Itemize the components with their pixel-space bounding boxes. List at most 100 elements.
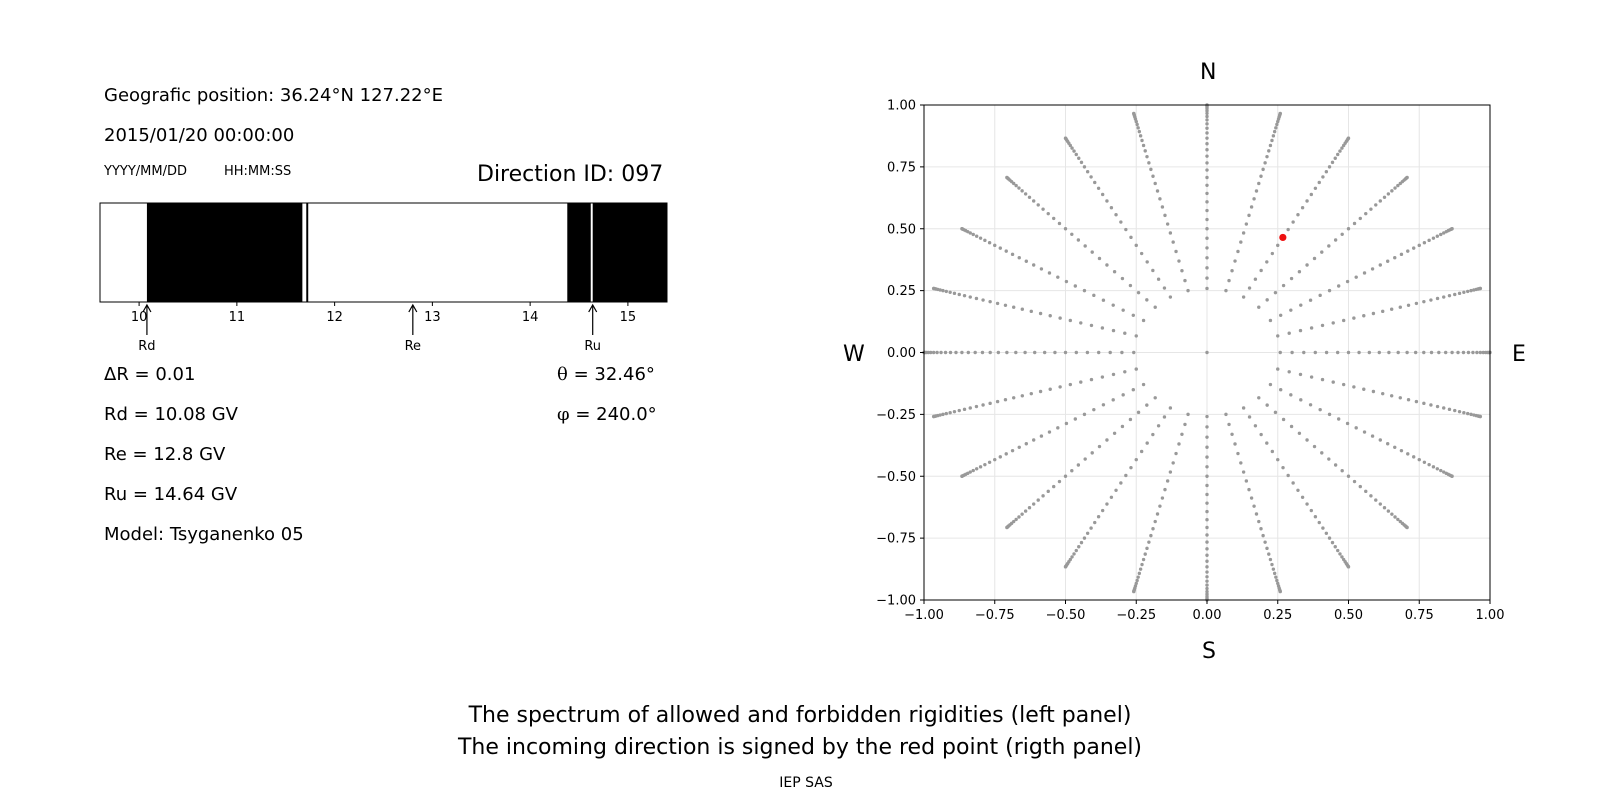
direction-point <box>1155 512 1160 516</box>
direction-point <box>1063 565 1068 569</box>
direction-point <box>1077 545 1081 549</box>
direction-point <box>971 468 975 473</box>
direction-point <box>1274 575 1278 579</box>
geographic-position: Geografic position: 36.24°N 127.22°E <box>104 85 444 106</box>
direction-point <box>1362 314 1366 318</box>
direction-point <box>974 296 979 301</box>
direction-point <box>1023 350 1027 355</box>
direction-point <box>1227 278 1231 283</box>
direction-point <box>1186 288 1190 293</box>
direction-point <box>1100 192 1105 197</box>
direction-point <box>1387 350 1391 355</box>
direction-point <box>1064 279 1069 284</box>
direction-point <box>1111 398 1115 402</box>
direction-point <box>1139 449 1144 454</box>
direction-point <box>1281 465 1285 470</box>
direction-point <box>1129 235 1133 240</box>
y-tick-label: 0.75 <box>887 160 916 175</box>
direction-point <box>1275 578 1279 583</box>
ru-value: Ru = 14.64 GV <box>104 484 238 505</box>
direction-point <box>1132 350 1136 355</box>
direction-point <box>987 460 992 464</box>
spectrum-tick-label: 14 <box>522 310 539 325</box>
direction-point <box>1020 189 1024 193</box>
direction-point <box>1205 540 1209 544</box>
direction-point <box>1338 149 1342 153</box>
direction-point <box>1138 567 1143 571</box>
direction-point <box>1131 313 1136 317</box>
re-value: Re = 12.8 GV <box>104 444 226 465</box>
direction-point <box>1096 186 1101 191</box>
direction-point <box>1160 205 1165 209</box>
direction-point <box>1313 186 1318 191</box>
direction-point <box>1141 318 1146 323</box>
direction-point <box>1422 401 1426 406</box>
direction-point <box>1320 250 1324 254</box>
direction-point <box>1254 189 1259 193</box>
delta-r-value: ΔR = 0.01 <box>104 364 196 385</box>
direction-point <box>1205 525 1209 530</box>
direction-point <box>1429 350 1434 355</box>
direction-point <box>1296 488 1300 492</box>
direction-point <box>1390 189 1394 193</box>
direction-point <box>962 293 967 298</box>
direction-point <box>1268 557 1273 562</box>
direction-point <box>1291 220 1295 224</box>
direction-point <box>1105 502 1109 506</box>
direction-point <box>1205 168 1209 172</box>
direction-point <box>981 298 985 302</box>
direction-point <box>1156 424 1161 428</box>
direction-point <box>1070 232 1074 236</box>
marker-label-rd: Rd <box>138 339 155 354</box>
direction-point <box>1327 165 1332 169</box>
direction-point <box>1390 512 1394 516</box>
direction-point <box>1417 243 1421 248</box>
direction-point <box>1082 165 1087 169</box>
direction-point <box>1429 298 1433 302</box>
direction-point <box>1205 122 1209 126</box>
direction-point <box>1439 232 1443 237</box>
direction-point <box>1270 562 1274 567</box>
direction-point <box>1063 350 1068 355</box>
direction-point <box>1331 380 1335 384</box>
direction-point <box>1278 111 1282 116</box>
direction-point <box>1074 350 1079 355</box>
direction-point <box>1014 517 1018 522</box>
direction-point <box>1435 467 1440 471</box>
direction-point <box>1111 328 1116 333</box>
marker-arrowhead-ru <box>588 303 598 313</box>
direction-point <box>1478 286 1483 291</box>
direction-point <box>1259 268 1263 273</box>
phi-symbol: φ <box>557 404 570 425</box>
direction-point <box>1287 331 1291 335</box>
direction-point <box>1244 222 1249 226</box>
direction-point <box>1330 540 1335 545</box>
direction-point <box>1340 232 1344 236</box>
direction-point <box>1089 377 1094 382</box>
direction-point <box>1324 350 1329 355</box>
direction-point <box>1111 372 1116 377</box>
direction-point <box>1124 227 1128 232</box>
direction-point <box>1263 540 1267 544</box>
direction-point <box>1362 387 1366 391</box>
direction-point <box>1063 227 1068 231</box>
direction-point <box>1141 143 1146 148</box>
direction-point <box>1396 517 1400 522</box>
direction-point <box>1183 422 1187 427</box>
direction-point <box>1352 316 1356 320</box>
direction-point <box>1271 134 1276 138</box>
direction-point <box>1082 288 1087 293</box>
direction-point <box>1158 197 1162 201</box>
direction-point <box>973 350 977 355</box>
direction-point <box>1462 410 1466 415</box>
direction-point <box>1205 533 1209 537</box>
direction-point <box>1249 205 1254 209</box>
direction-point <box>1017 515 1021 519</box>
direction-point <box>1241 295 1246 299</box>
direction-point <box>1230 432 1234 436</box>
direction-point <box>1092 407 1096 412</box>
y-tick-label: −0.25 <box>876 408 916 423</box>
direction-point <box>1406 452 1410 456</box>
direction-point <box>1020 394 1025 398</box>
direction-point <box>1093 180 1097 185</box>
